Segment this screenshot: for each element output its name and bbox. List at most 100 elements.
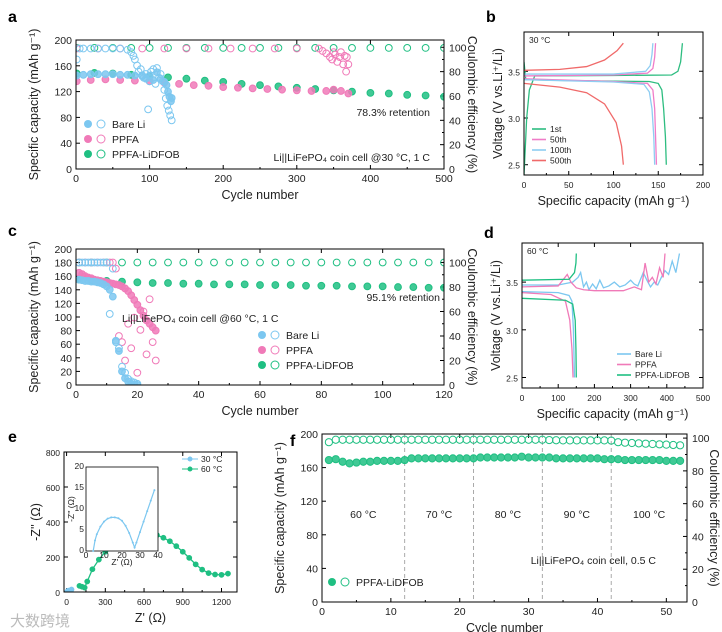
data-point [79, 70, 88, 79]
data-point [344, 89, 353, 98]
data-point [133, 278, 142, 287]
annotation: Li||LiFePO₄ coin cell, 0.5 C [531, 555, 657, 567]
data-point [164, 106, 173, 115]
data-point [86, 44, 95, 53]
data-point [344, 60, 353, 69]
data-point [105, 285, 114, 294]
data-point [311, 44, 320, 52]
y-tick-label: 80 [60, 326, 72, 338]
y-tick-label: 0 [55, 588, 60, 598]
data-point [558, 436, 568, 445]
legend-item: PPFA-LiDFOB [84, 149, 180, 161]
data-point [271, 258, 280, 267]
data-point [331, 455, 340, 464]
data-point [93, 258, 102, 267]
x-axis-label: Z' (Ω) [135, 611, 166, 625]
data-point [476, 435, 485, 444]
series-line [524, 42, 624, 71]
data-point [565, 454, 575, 463]
inset-data-point [121, 519, 123, 522]
inset-data-point [95, 533, 98, 536]
x-tick-label: 400 [362, 173, 380, 185]
inset-y-tick-label: 15 [75, 482, 85, 492]
data-point [503, 435, 513, 444]
data-point [655, 455, 664, 465]
data-point [101, 44, 110, 53]
y2-tick-label: 20 [692, 564, 704, 576]
legend-filled-marker [258, 346, 266, 354]
data-point [669, 456, 678, 465]
y2-tick-label: 0 [692, 597, 698, 609]
data-point [94, 44, 102, 53]
data-point [153, 64, 161, 72]
data-point [366, 457, 375, 466]
legend-open-marker [270, 330, 280, 340]
data-point [286, 258, 295, 267]
legend-label: PPFA-LiDFOB [356, 577, 424, 589]
data-point [219, 83, 228, 91]
data-point [476, 453, 485, 462]
data-point [76, 55, 81, 64]
series-line [522, 253, 666, 292]
data-point [108, 264, 117, 273]
data-point [648, 439, 657, 449]
y2-axis-label: Coulombic efficiency (%) [465, 36, 479, 173]
data-point [421, 44, 430, 52]
data-point [167, 94, 176, 102]
data-point [627, 438, 637, 448]
data-point [510, 435, 519, 444]
data-point [428, 435, 437, 444]
data-point [179, 258, 188, 267]
inset-data-point [153, 489, 156, 492]
y2-tick-label: 20 [449, 140, 461, 152]
y2-tick-label: 0 [449, 164, 455, 176]
data-point [424, 283, 433, 292]
legend-label: PPFA [286, 345, 313, 357]
data-point [317, 281, 326, 290]
y-tick-label: 80 [306, 530, 318, 542]
y-tick-label: 100 [54, 312, 72, 324]
data-point [531, 435, 540, 444]
x-axis-label: Specific capacity (mAh g⁻¹) [538, 194, 690, 208]
data-point [151, 79, 160, 88]
y-tick-label: 120 [54, 298, 72, 310]
y-tick-label: 180 [54, 258, 72, 270]
y-tick-label: 200 [46, 553, 60, 563]
y-tick-label: 2.5 [506, 374, 518, 384]
annotation: 30 °C [529, 35, 550, 45]
inset-data-point [124, 524, 127, 527]
series-line [522, 253, 577, 281]
y-tick-label: 3.0 [508, 114, 520, 124]
legend-item: 100th [532, 145, 572, 155]
data-point [205, 570, 212, 576]
data-point [386, 456, 395, 465]
y-tick-label: 160 [54, 271, 72, 283]
plot-frame [63, 451, 238, 593]
data-point [278, 85, 286, 94]
data-point [192, 561, 199, 568]
legend-label: PPFA-LiDFOB [112, 149, 180, 161]
data-point [378, 282, 387, 291]
data-point [335, 53, 344, 61]
data-point [517, 435, 526, 444]
data-point [138, 44, 147, 53]
data-point [148, 258, 157, 267]
inset-x-tick-label: 40 [153, 550, 163, 560]
legend-label: PPFA [112, 134, 139, 146]
data-point [145, 295, 154, 304]
data-point [496, 435, 506, 444]
panel-label: c [8, 223, 17, 240]
y-tick-label: 3.5 [508, 67, 520, 77]
legend-marker [187, 466, 193, 472]
data-point [108, 70, 117, 79]
inset-x-tick-label: 10 [99, 550, 109, 560]
legend-label: PPFA [635, 360, 657, 370]
data-point [593, 454, 602, 463]
data-point [133, 379, 142, 385]
series-line [522, 253, 681, 292]
series-line [524, 43, 654, 75]
data-point [372, 435, 382, 444]
data-point [105, 258, 114, 267]
series-line [524, 43, 657, 77]
x-tick-label: 60 [254, 389, 266, 401]
